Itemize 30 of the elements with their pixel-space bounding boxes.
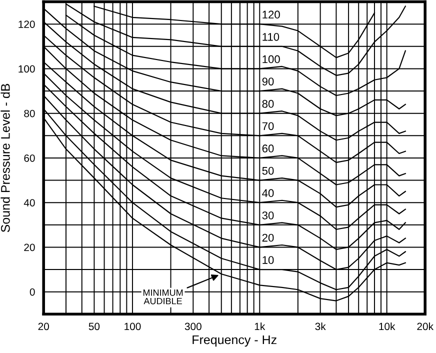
x-tick-label: 3k [315,322,326,330]
x-axis-title: Frequency - Hz [192,335,276,347]
x-tick-label: 100 [124,322,141,330]
x-tick-label: 20k [417,322,434,330]
series-label: 120 [262,10,280,19]
y-tick-label: 0 [30,288,35,296]
series-label: 30 [262,212,274,220]
y-tick-label: 20 [24,244,35,252]
series-label: 40 [262,189,274,198]
series-label: 10 [262,256,274,264]
series-label: 110 [262,32,280,41]
series-label: 20 [262,234,274,242]
x-tick-label: 50 [88,322,100,330]
y-axis-title: Sound Pressure Level - dB [0,84,10,232]
annotation: MINIMUM AUDIBLE [143,290,183,304]
series-label: 80 [262,100,274,108]
y-tick-label: 100 [18,65,35,73]
series-label: 100 [262,55,280,64]
series-label: 90 [262,78,274,86]
y-tick-label: 40 [24,199,35,206]
x-tick-label: 10k [379,322,396,330]
series-label: 60 [262,144,274,152]
x-tick-label: 20 [38,322,49,330]
series-label: 50 [262,166,274,175]
y-tick-label: 80 [24,110,35,118]
y-tick-label: 60 [24,154,35,162]
series-label: 70 [262,122,274,130]
x-tick-label: 300 [184,322,202,330]
x-tick-label: 1k [254,322,266,330]
y-tick-label: 120 [18,20,35,28]
